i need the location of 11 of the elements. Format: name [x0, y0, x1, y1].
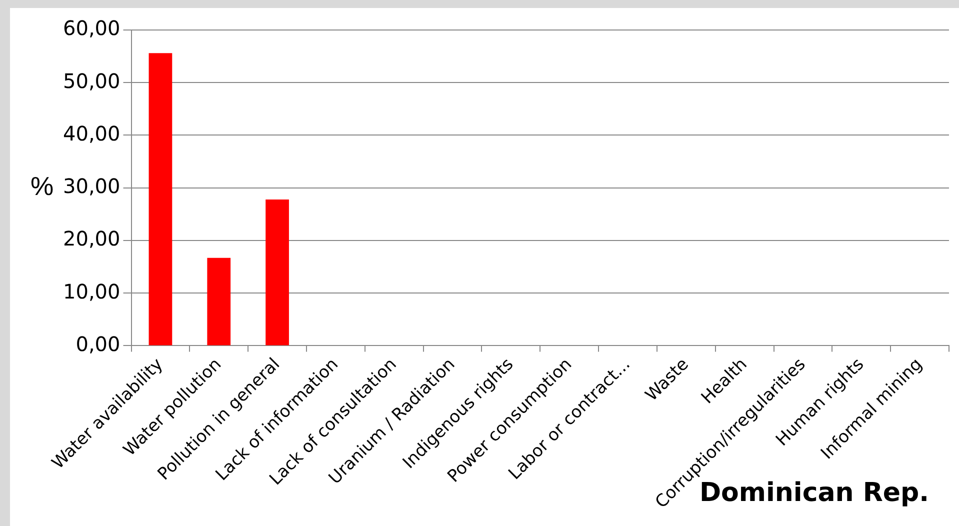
y-axis-title: %	[30, 171, 54, 202]
bar	[266, 199, 289, 346]
y-tick-label: 50,00	[62, 68, 120, 93]
y-tick-label: 60,00	[62, 16, 120, 40]
y-tick-label: 20,00	[62, 226, 120, 251]
y-tick-label: 30,00	[62, 174, 120, 198]
bar	[148, 53, 172, 346]
y-tick-label: 40,00	[62, 121, 120, 146]
y-tick-label: 10,00	[62, 279, 120, 304]
y-tick-label: 0,00	[76, 332, 120, 356]
bar	[207, 258, 231, 346]
